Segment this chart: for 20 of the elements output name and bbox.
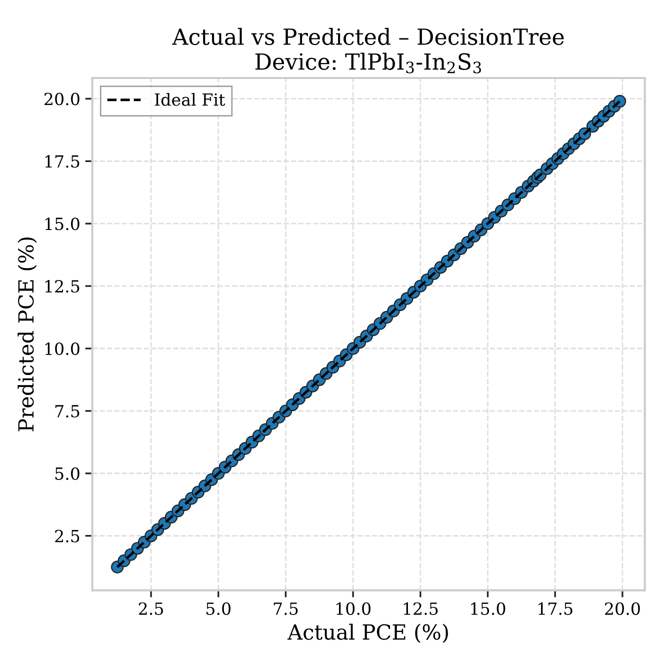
y-tick-label: 12.5 <box>45 280 80 293</box>
legend-label: Ideal Fit <box>154 93 226 106</box>
y-tick-label: 17.5 <box>45 155 80 168</box>
x-tick-label: 5.0 <box>206 602 231 615</box>
y-tick-label: 7.5 <box>55 405 80 418</box>
y-tick-label: 2.5 <box>55 530 80 542</box>
y-axis-title: Predicted PCE (%) <box>18 238 37 432</box>
chart-title: Actual vs Predicted – DecisionTree Device: TlPbI$_{3}$-In$_{2}$S$_{3}$ <box>172 28 564 74</box>
x-tick-label: 10.0 <box>336 602 371 615</box>
x-tick-label: 17.5 <box>538 602 572 615</box>
x-tick-label: 12.5 <box>404 602 438 615</box>
x-tick-label: 20.0 <box>605 602 640 615</box>
y-tick-label: 15.0 <box>45 218 80 230</box>
y-tick-label: 5.0 <box>55 467 80 480</box>
y-tick-label: 10.0 <box>45 342 80 356</box>
y-tick-label: 20.0 <box>44 92 80 106</box>
x-axis-title: Actual PCE (%) <box>287 624 448 643</box>
x-tick-label: 2.5 <box>138 602 163 615</box>
x-tick-label: 15.0 <box>471 602 506 615</box>
x-tick-label: 7.5 <box>274 602 298 615</box>
